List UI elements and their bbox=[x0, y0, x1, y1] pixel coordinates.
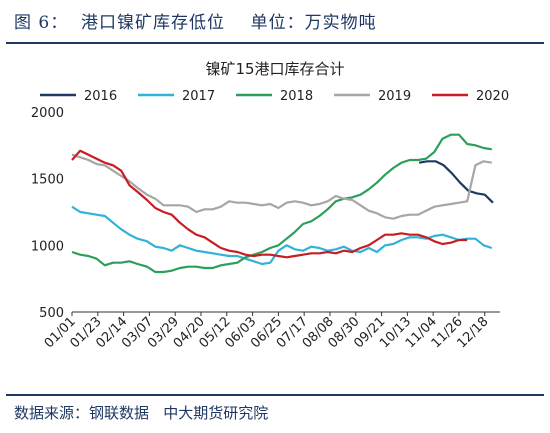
y-tick-label: 2000 bbox=[31, 106, 64, 121]
figure-header: 图 6： 港口镍矿库存低位 单位：万实物吨 bbox=[0, 0, 550, 44]
series-line-2018 bbox=[71, 133, 492, 274]
legend-label-2018: 2018 bbox=[280, 89, 313, 104]
series-line-2020 bbox=[71, 149, 468, 259]
series-line-2017 bbox=[71, 205, 493, 266]
bottom-rule bbox=[6, 394, 544, 396]
legend-label-2016: 2016 bbox=[84, 89, 117, 104]
y-tick-label: 1500 bbox=[31, 173, 64, 188]
y-tick-label: 500 bbox=[39, 306, 64, 321]
top-rule bbox=[6, 42, 544, 44]
x-axis: 01/0101/2302/1403/0703/2904/2005/1206/03… bbox=[42, 311, 500, 351]
chart-legend: 2016 2017 2018 2019 2020 bbox=[40, 89, 509, 104]
chart-title: 镍矿15港口库存合计 bbox=[205, 60, 344, 78]
series-line-2016 bbox=[418, 160, 494, 204]
legend-label-2020: 2020 bbox=[476, 89, 509, 104]
y-tick-label: 1000 bbox=[31, 239, 64, 254]
legend-label-2017: 2017 bbox=[182, 89, 215, 104]
series-line-2019 bbox=[71, 153, 492, 220]
source-note: 数据来源：钢联数据 中大期货研究院 bbox=[14, 404, 269, 422]
y-axis: 500 1000 1500 2000 bbox=[31, 106, 64, 321]
series-group bbox=[71, 133, 494, 274]
legend-label-2019: 2019 bbox=[378, 89, 411, 104]
figure-title: 图 6： 港口镍矿库存低位 单位：万实物吨 bbox=[14, 13, 377, 33]
